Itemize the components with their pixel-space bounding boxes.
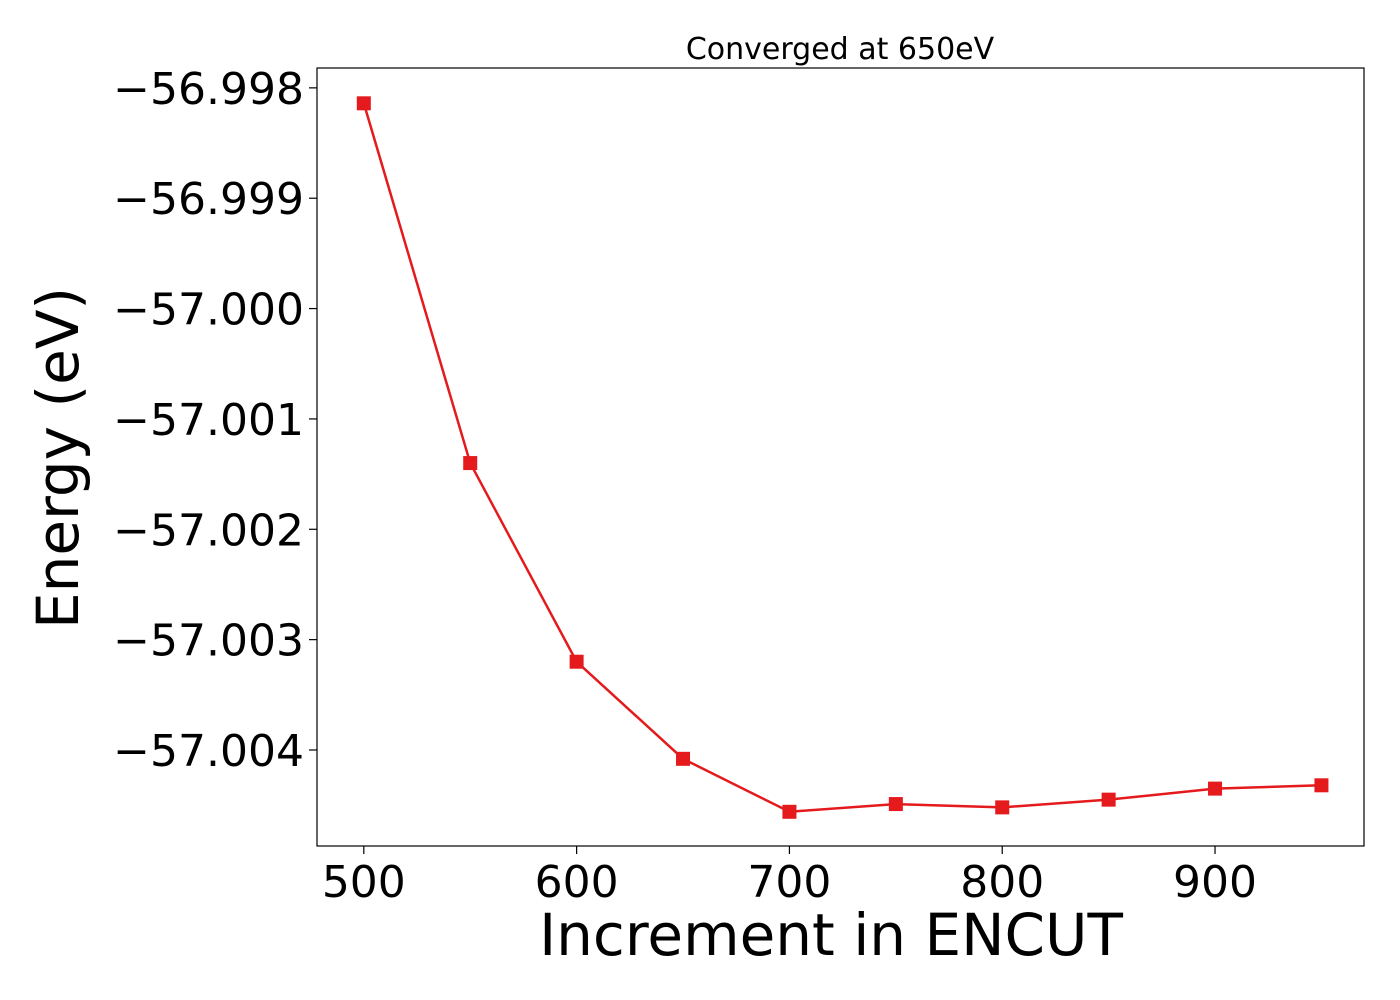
data-point [1208, 781, 1223, 796]
y-tick-label: −56.999 [113, 174, 304, 225]
y-tick-label: −57.000 [113, 285, 304, 336]
x-tick-label: 500 [322, 857, 406, 908]
chart-title: Converged at 650eV [686, 32, 995, 67]
x-tick-label: 900 [1173, 857, 1257, 908]
series-line [362, 102, 1322, 814]
data-point [995, 800, 1010, 815]
data-point [782, 804, 797, 819]
y-tick-label: −56.998 [113, 64, 304, 115]
x-tick-label: 800 [960, 857, 1044, 908]
plot-area [356, 96, 1329, 819]
data-point [888, 797, 903, 812]
x-tick-label: 700 [747, 857, 831, 908]
data-point [1101, 792, 1116, 807]
data-point [569, 654, 584, 669]
y-tick-label: −57.001 [113, 395, 304, 446]
y-axis: −56.998 −56.999 −57.000 −57.001 −57.002 −57.0… [113, 64, 317, 777]
y-tick-label: −57.002 [113, 505, 304, 556]
x-axis: 500 600 700 800 900 [322, 846, 1257, 908]
x-axis-label: Increment in ENCUT [539, 901, 1123, 969]
data-point [1314, 778, 1329, 793]
plot-frame [316, 67, 1365, 847]
data-point [356, 96, 371, 111]
data-point [463, 456, 478, 471]
x-tick-label: 600 [535, 857, 619, 908]
data-point [676, 751, 691, 766]
y-axis-label: Energy (eV) [24, 287, 92, 629]
y-tick-label: −57.004 [113, 726, 304, 777]
y-tick-label: −57.003 [113, 616, 304, 667]
